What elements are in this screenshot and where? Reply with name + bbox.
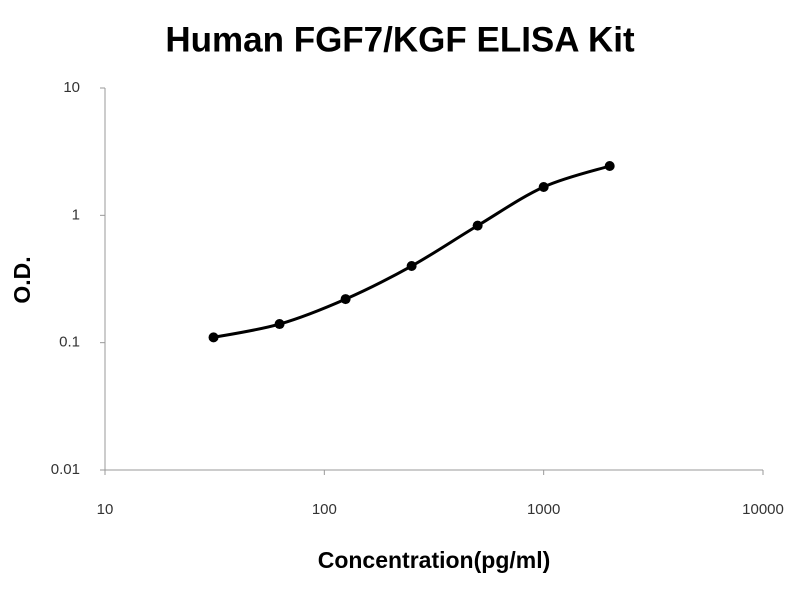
y-tick-label: 0.1 (59, 334, 80, 351)
data-point (340, 294, 351, 305)
x-axis-label: Concentration(pg/ml) (318, 547, 551, 573)
y-axis-label: O.D. (9, 256, 35, 303)
data-point (208, 332, 219, 343)
chart-title: Human FGF7/KGF ELISA Kit (165, 20, 635, 59)
y-tick-label: 10 (63, 79, 80, 96)
data-point (604, 161, 615, 172)
x-tick-label: 10 (97, 501, 114, 518)
y-tick-label: 0.01 (51, 461, 80, 478)
data-point (472, 220, 483, 231)
data-point (274, 319, 285, 330)
y-tick-label: 1 (72, 206, 80, 223)
x-tick-label: 10000 (742, 501, 784, 518)
x-tick-label: 100 (312, 501, 337, 518)
series-line (213, 164, 611, 339)
data-point (406, 261, 417, 272)
data-point (538, 181, 549, 192)
x-tick-label: 1000 (527, 501, 560, 518)
